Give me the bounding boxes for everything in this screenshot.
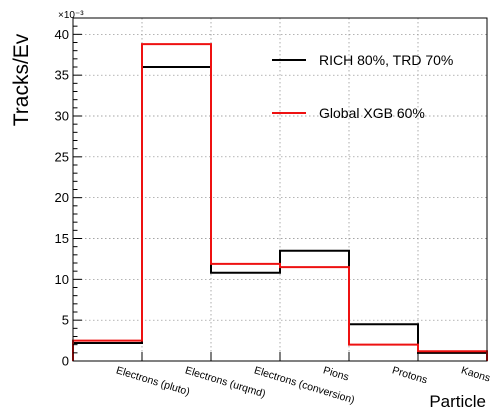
x-axis-label: Particle xyxy=(429,392,486,411)
legend-label-xgb: Global XGB 60% xyxy=(319,105,425,121)
x-category-label: Kaons xyxy=(460,364,490,384)
y-tick-label: 20 xyxy=(55,190,69,205)
series-global-xgb-line xyxy=(72,43,488,361)
x-category-label: Protons xyxy=(391,364,429,386)
y-tick-label: 25 xyxy=(55,149,69,164)
y-tick-label: 0 xyxy=(62,354,69,369)
y-tick-label: 35 xyxy=(55,68,69,83)
legend-label-rich: RICH 80%, TRD 70% xyxy=(319,52,453,68)
y-tick-label: 5 xyxy=(62,313,69,328)
series-layer xyxy=(72,43,488,361)
y-tick-label: 40 xyxy=(55,27,69,42)
y-tick-label: 15 xyxy=(55,231,69,246)
y-tick-label: 30 xyxy=(55,109,69,124)
grid-lines xyxy=(73,18,487,361)
plot-frame xyxy=(72,17,488,362)
x-category-label: Pions xyxy=(322,364,351,383)
axis-ticks xyxy=(73,17,419,362)
legend: RICH 80%, TRD 70% Global XGB 60% xyxy=(272,52,453,121)
y-axis-label: Tracks/Ev xyxy=(10,33,33,126)
y-tick-label: 10 xyxy=(55,272,69,287)
y-axis-exponent: ×10⁻³ xyxy=(58,10,84,21)
x-category-label: Electrons (pluto) xyxy=(115,364,192,398)
